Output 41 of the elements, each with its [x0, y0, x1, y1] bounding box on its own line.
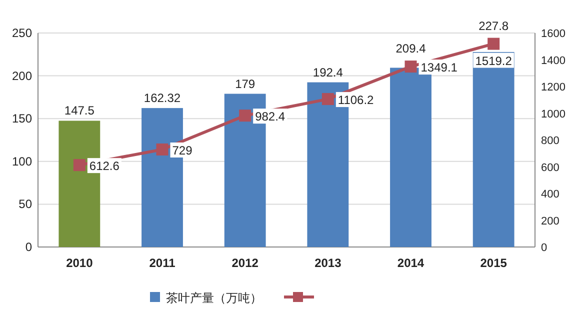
data-label: 612.6	[89, 159, 120, 174]
data-label: 1519.2	[475, 54, 512, 68]
data-label: 209.4	[396, 42, 426, 56]
data-label: 147.5	[64, 104, 95, 118]
data-label: 729	[172, 143, 193, 158]
x-tick-label: 2013	[314, 256, 342, 270]
y2-tick-label: 800	[541, 135, 560, 147]
data-label: 1106.2	[338, 93, 374, 108]
data-label: 227.8	[478, 18, 509, 33]
data-label: 1349.1	[420, 60, 458, 75]
y2-tick-label: 1400	[541, 54, 566, 67]
point	[488, 38, 500, 50]
data-label: 192.4	[312, 65, 344, 80]
y2-tick-label: 1600	[541, 28, 566, 40]
bar	[472, 52, 514, 247]
y-tick-label: 50	[18, 197, 32, 212]
y-tick-label: 0	[25, 240, 32, 254]
y-tick-label: 250	[12, 26, 32, 40]
y2-tick-label: 1000	[541, 108, 566, 120]
point	[239, 110, 252, 122]
x-tick-label: 2011	[149, 256, 176, 270]
y-tick-label: 200	[12, 68, 32, 83]
data-label: 982.4	[255, 110, 286, 124]
y-tick-label: 100	[12, 154, 32, 168]
y2-tick-label: 0	[541, 242, 548, 254]
x-tick-label: 2015	[480, 256, 508, 270]
point	[73, 159, 86, 172]
data-label: 179	[235, 76, 256, 91]
x-tick-label: 2012	[232, 256, 259, 270]
x-tick-label: 2014	[397, 256, 424, 270]
y2-tick-label: 1200	[541, 82, 566, 94]
point	[404, 60, 417, 73]
data-label: 162.32	[144, 91, 181, 106]
point	[322, 93, 334, 106]
x-tick-label: 2010	[66, 256, 94, 270]
y2-tick-label: 200	[541, 215, 560, 228]
y2-tick-label: 400	[541, 188, 560, 200]
y2-tick-label: 600	[541, 162, 560, 174]
legend-label: 茶叶产量（万吨）	[166, 291, 262, 305]
point	[156, 143, 168, 156]
y-tick-label: 150	[12, 112, 32, 126]
